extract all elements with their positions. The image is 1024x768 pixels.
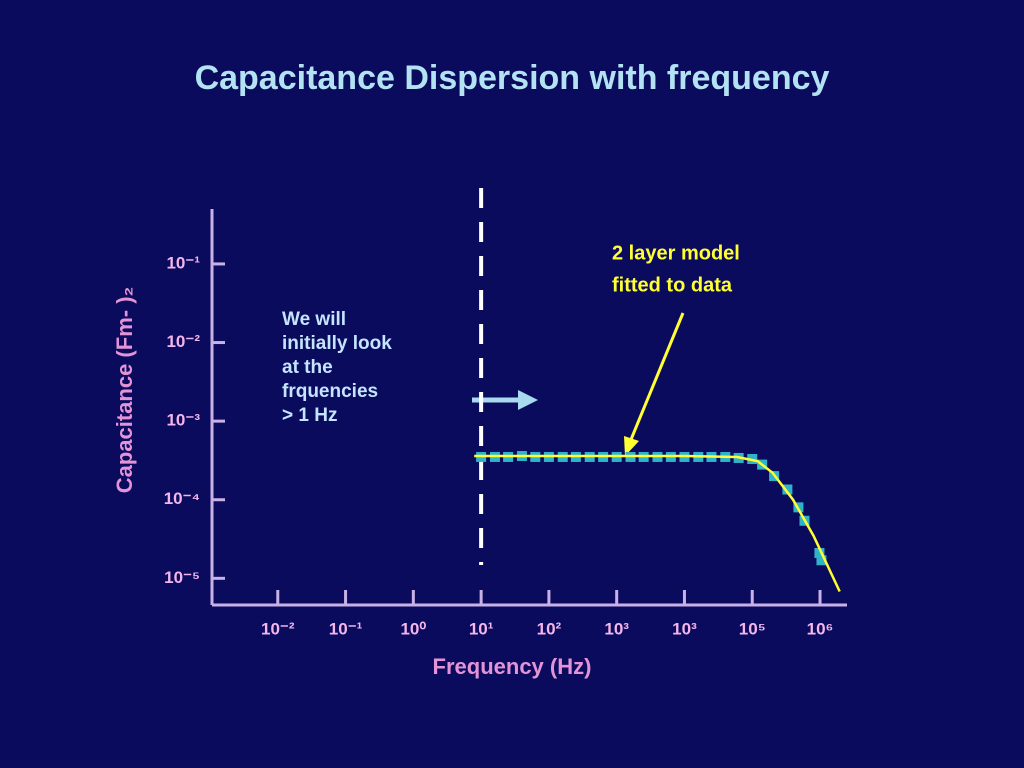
- x-tick-label: 10²: [537, 619, 562, 638]
- annotation-line: 2 layer model: [612, 242, 740, 264]
- y-tick-label: 10⁻²: [166, 332, 200, 351]
- annotation-line: We will: [282, 309, 346, 330]
- x-tick-label: 10⁻²: [261, 619, 295, 638]
- data-point: [782, 484, 793, 495]
- y-tick-label: 10⁻³: [166, 411, 200, 430]
- x-tick-label: 10⁶: [807, 619, 834, 638]
- annotation-line: initially look: [282, 333, 392, 354]
- annotation-line: > 1 Hz: [282, 405, 337, 426]
- x-tick-label: 10¹: [469, 619, 494, 638]
- annotation-line: at the: [282, 357, 333, 378]
- x-tick-label: 10⁻¹: [329, 619, 363, 638]
- x-tick-label: 10³: [672, 619, 697, 638]
- x-axis-title: Frequency (Hz): [433, 654, 592, 679]
- annotation-line: fitted to data: [612, 274, 733, 296]
- x-tick-label: 10³: [604, 619, 629, 638]
- fit-line: [474, 454, 841, 593]
- y-tick-label: 10⁻⁴: [164, 489, 200, 508]
- chart-title: Capacitance Dispersion with frequency: [195, 59, 830, 97]
- pointer-head: [624, 436, 639, 456]
- arrow-head: [518, 390, 538, 410]
- data-point: [816, 555, 827, 566]
- data-point: [814, 548, 825, 559]
- annotation-line: frquencies: [282, 381, 378, 402]
- y-tick-label: 10⁻¹: [166, 253, 200, 272]
- y-axis-title: Capacitance (Fm- )₂: [112, 287, 137, 494]
- y-tick-label: 10⁻⁵: [164, 568, 200, 587]
- x-tick-label: 10⁰: [400, 619, 426, 638]
- pointer-shaft: [628, 312, 685, 443]
- x-tick-label: 10⁵: [739, 619, 766, 638]
